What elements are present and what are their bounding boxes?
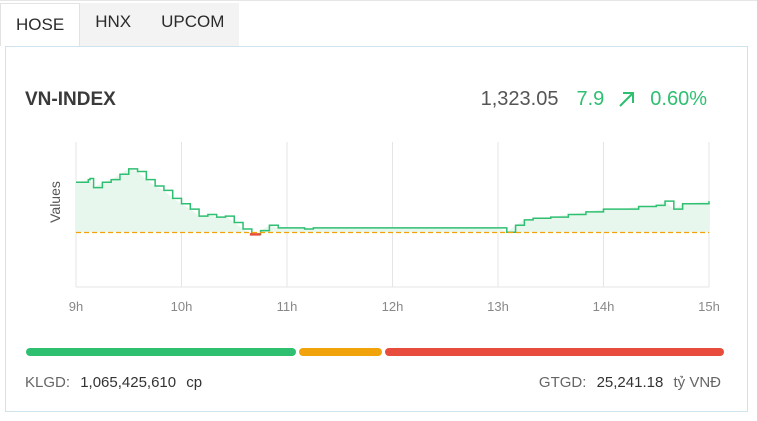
index-title: VN-INDEX <box>25 89 116 110</box>
x-tick-label: 11h <box>277 299 298 314</box>
index-percent: 0.60% <box>650 88 707 110</box>
volume-value: 1,065,425,610 <box>80 374 177 391</box>
turnover-value: 25,241.18 <box>596 374 664 391</box>
x-tick-label: 13h <box>487 299 509 314</box>
unchanged-bar <box>298 348 382 356</box>
index-panel: VN-INDEX 1,323.05 7.9 0.60% Values 9h 10h… <box>5 46 748 412</box>
turnover-unit: tỷ VNĐ <box>673 374 721 391</box>
index-quote: 1,323.05 7.9 0.60% <box>481 87 707 111</box>
x-tick-label: 15h <box>698 299 720 314</box>
x-tick-label: 10h <box>171 299 193 314</box>
decliners-bar <box>384 348 724 356</box>
x-tick-label: 12h <box>382 299 404 314</box>
y-axis-label: Values <box>47 181 63 223</box>
market-breadth-bar <box>26 348 724 356</box>
intraday-chart: Values 9h 10h 11h 12h 13h 14h 15h <box>47 142 720 314</box>
tab-upcom[interactable]: UPCOM <box>146 3 240 46</box>
x-tick-label: 14h <box>593 299 615 314</box>
arrow-up-right-icon <box>618 90 636 110</box>
top-divider <box>0 0 757 1</box>
turnover-label: GTGD: <box>538 374 587 391</box>
volume-unit: cp <box>186 374 203 391</box>
volume-label: KLGD: <box>25 374 71 391</box>
advancers-bar <box>26 348 296 356</box>
index-change: 7.9 <box>576 88 605 110</box>
tab-hnx[interactable]: HNX <box>80 3 147 46</box>
turnover-info: GTGD: 25,241.18 tỷ VNĐ <box>539 374 721 391</box>
volume-info: KLGD: 1,065,425,610 cp <box>25 374 202 391</box>
exchange-tabs: HOSE HNX UPCOM <box>0 3 240 46</box>
index-value: 1,323.05 <box>480 88 559 110</box>
x-tick-label: 9h <box>69 299 83 314</box>
tab-hose[interactable]: HOSE <box>0 3 81 46</box>
